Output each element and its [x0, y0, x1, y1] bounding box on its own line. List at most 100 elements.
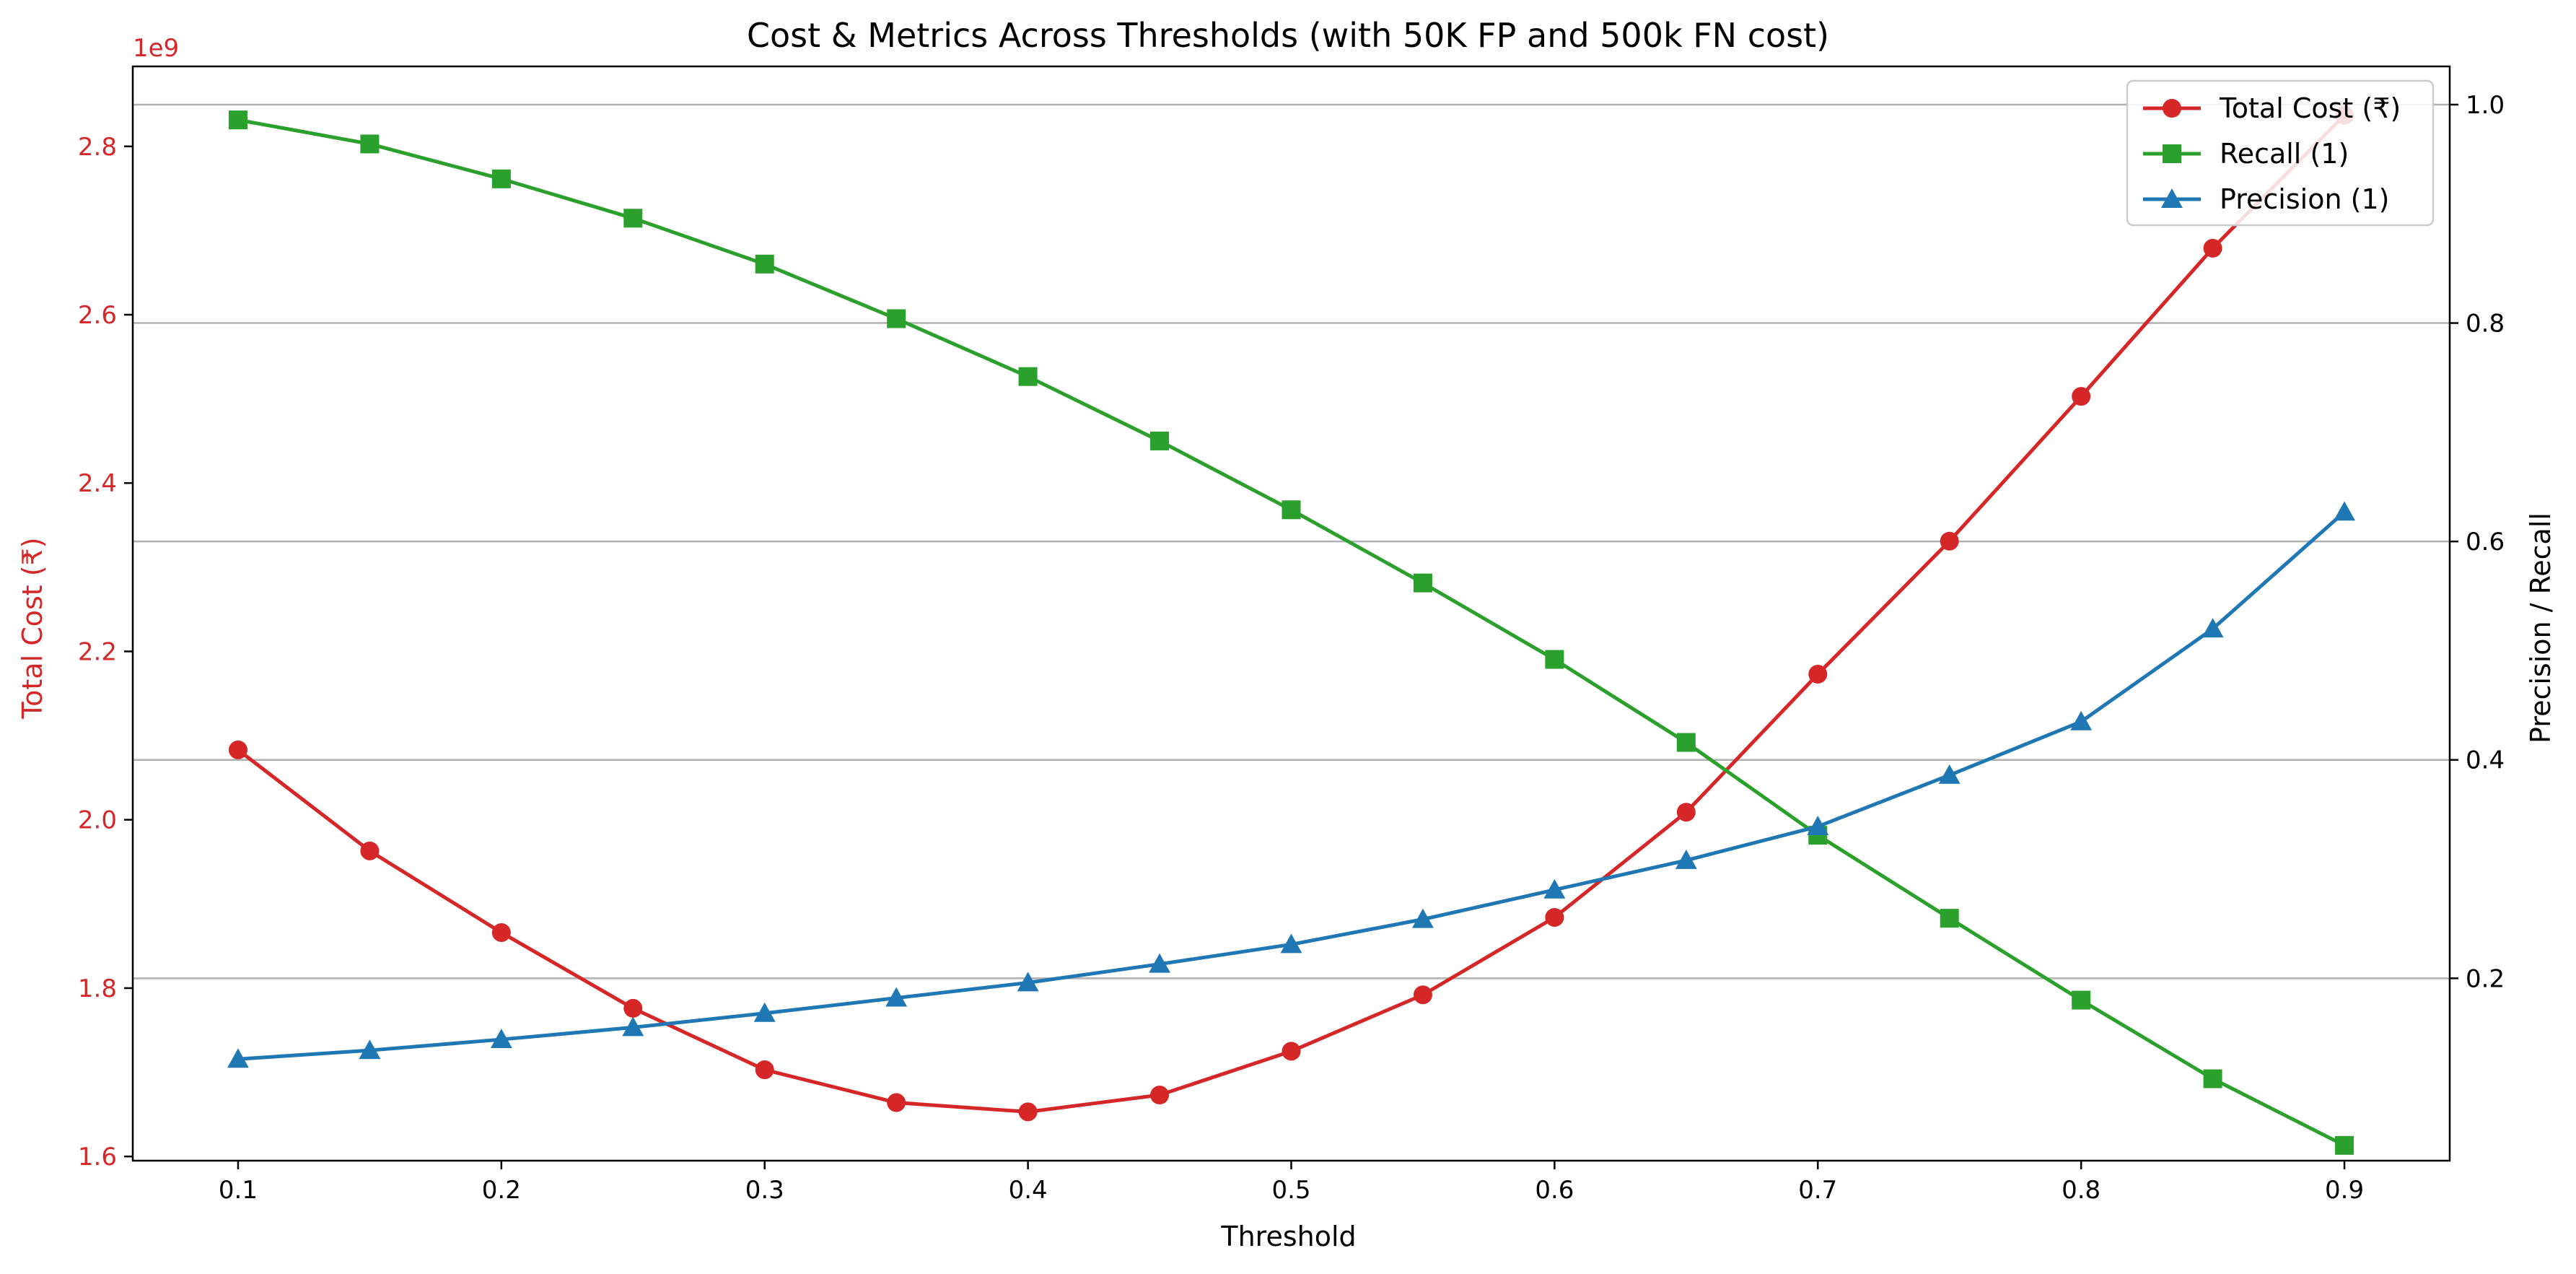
y-left-tick-label: 2.2	[78, 637, 117, 666]
x-tick-label: 0.8	[2062, 1176, 2100, 1205]
data-point	[228, 110, 247, 130]
data-point	[2070, 710, 2093, 730]
data-point	[2203, 238, 2222, 258]
data-point	[1280, 933, 1302, 954]
data-point	[622, 1016, 644, 1037]
legend-label: Recall (1)	[2220, 138, 2349, 170]
left-axis-offset-label: 1e9	[133, 34, 179, 63]
series-line	[236, 118, 2347, 1148]
y-right-tick-label: 0.6	[2466, 528, 2505, 557]
data-point	[887, 1093, 906, 1112]
data-point	[1940, 531, 1959, 551]
data-point	[1411, 908, 1434, 928]
data-point	[623, 998, 643, 1018]
x-tick-label: 0.6	[1535, 1176, 1574, 1205]
series-group	[228, 105, 2354, 1122]
y-axis-left-title: Total Cost (₹)	[17, 537, 48, 719]
data-point	[2203, 1069, 2222, 1088]
data-point	[490, 1029, 512, 1049]
data-point	[491, 922, 511, 942]
y-right-tick-label: 0.4	[2466, 746, 2505, 775]
series-line	[236, 113, 2347, 1114]
data-point	[753, 1002, 776, 1022]
legend-entry: Total Cost (₹)	[2143, 92, 2401, 124]
data-point	[491, 169, 511, 188]
data-point	[1413, 573, 1432, 593]
x-axis: 0.1 0.2 0.3 0.4 0.5 0.6 0.7 0.8 0.9	[219, 1161, 2364, 1205]
legend: Total Cost (₹) Recall (1) Precision (1)	[2126, 79, 2435, 227]
x-tick-label: 0.7	[1798, 1176, 1837, 1205]
data-point	[1675, 849, 1697, 869]
data-point	[2072, 990, 2091, 1010]
legend-label: Total Cost (₹)	[2219, 92, 2401, 124]
data-point	[1545, 650, 1564, 669]
data-point	[1676, 803, 1696, 822]
data-point	[1017, 972, 1039, 992]
legend-box	[2126, 79, 2435, 227]
data-point	[1808, 664, 1828, 684]
y-axis-left: 1.6 1.8 2.0 2.2 2.4 2.6 2.8	[78, 133, 133, 1172]
x-tick-label: 0.9	[2325, 1176, 2364, 1205]
y-left-tick-label: 1.8	[78, 974, 117, 1003]
series-layer	[227, 105, 2355, 1155]
legend-entry: Recall (1)	[2143, 138, 2349, 170]
legend-marker	[2161, 188, 2183, 208]
data-point	[1282, 1042, 1301, 1061]
data-point	[755, 1060, 774, 1080]
data-point	[1150, 431, 1170, 450]
legend-entry: Precision (1)	[2143, 183, 2389, 215]
data-point	[1413, 985, 1432, 1005]
data-point	[359, 1039, 381, 1060]
series-line	[236, 510, 2347, 1061]
data-point	[2072, 387, 2091, 406]
y-right-tick-label: 0.8	[2466, 310, 2505, 339]
x-axis-title: Threshold	[1220, 1221, 1356, 1252]
legend-marker	[2163, 99, 2181, 118]
data-point	[1545, 907, 1564, 927]
data-point	[360, 134, 380, 154]
y-axis-right: 0.2 0.4 0.6 0.8 1.0	[2450, 91, 2505, 993]
y-right-tick-label: 1.0	[2466, 91, 2505, 120]
data-point	[1543, 878, 1566, 899]
data-point	[1940, 909, 1959, 928]
y-left-tick-label: 2.6	[78, 301, 117, 330]
series-group	[227, 501, 2355, 1068]
y-left-tick-label: 2.4	[78, 469, 117, 498]
y-left-tick-label: 2.8	[78, 133, 117, 162]
x-tick-label: 0.1	[219, 1176, 258, 1205]
x-tick-label: 0.5	[1271, 1176, 1310, 1205]
data-point	[887, 309, 906, 328]
data-point	[227, 1048, 249, 1068]
data-point	[1938, 764, 1961, 784]
data-point	[2202, 618, 2224, 638]
data-point	[360, 841, 380, 860]
legend-marker	[2163, 144, 2181, 163]
y-left-tick-label: 2.0	[78, 806, 117, 835]
data-point	[1018, 367, 1038, 386]
data-point	[1807, 816, 1829, 835]
data-point	[1150, 1086, 1170, 1105]
grid-layer	[133, 103, 2450, 980]
data-point	[1149, 953, 1171, 973]
y-axis-right-title: Precision / Recall	[2525, 512, 2557, 743]
data-point	[1676, 733, 1696, 752]
data-point	[885, 987, 908, 1007]
data-point	[755, 254, 774, 274]
x-tick-label: 0.2	[482, 1176, 521, 1205]
data-point	[228, 740, 247, 759]
x-tick-label: 0.3	[745, 1176, 784, 1205]
legend-label: Precision (1)	[2220, 183, 2389, 215]
series-group	[228, 110, 2354, 1155]
chart-title: Cost & Metrics Across Thresholds (with 5…	[747, 16, 1829, 55]
data-point	[1282, 500, 1301, 520]
y-left-tick-label: 1.6	[78, 1143, 117, 1172]
x-tick-label: 0.4	[1009, 1176, 1048, 1205]
data-point	[2335, 1135, 2354, 1155]
data-point	[623, 209, 643, 228]
data-point	[1018, 1102, 1038, 1122]
plot-frame	[131, 65, 2451, 1162]
data-point	[2334, 501, 2355, 521]
y-right-tick-label: 0.2	[2466, 964, 2505, 993]
